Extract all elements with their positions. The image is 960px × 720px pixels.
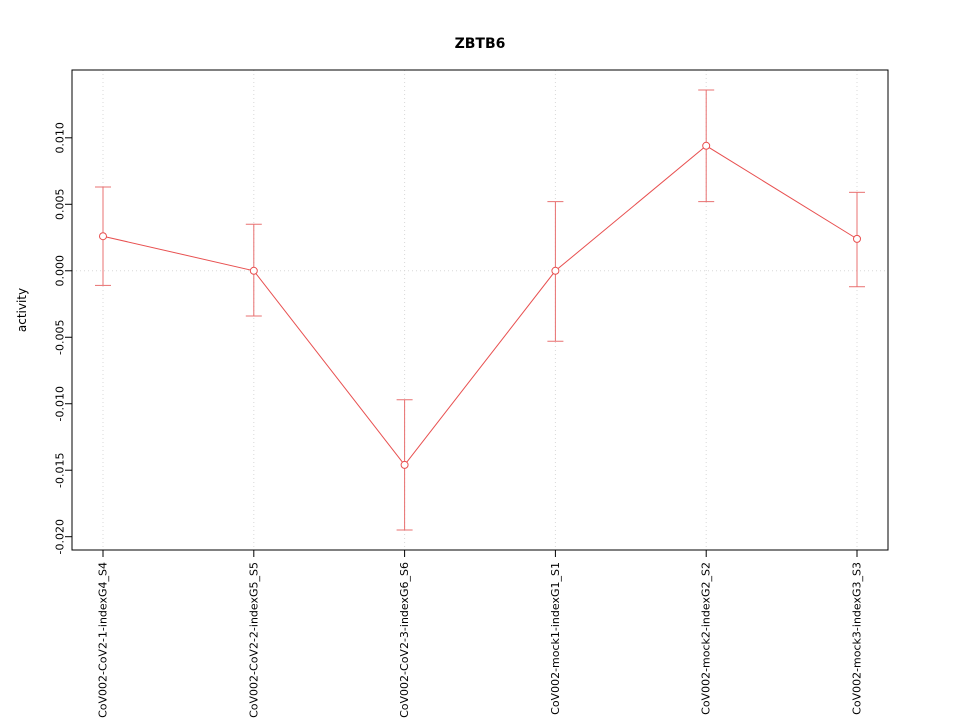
svg-text:0.010: 0.010 [54, 122, 67, 154]
svg-text:CoV002-mock3-indexG3_S3: CoV002-mock3-indexG3_S3 [851, 562, 864, 715]
svg-text:CoV002-mock2-indexG2_S2: CoV002-mock2-indexG2_S2 [700, 562, 713, 715]
svg-text:0.005: 0.005 [54, 189, 67, 221]
svg-text:-0.015: -0.015 [54, 452, 67, 487]
svg-text:CoV002-mock1-indexG1_S1: CoV002-mock1-indexG1_S1 [549, 562, 562, 715]
svg-text:-0.020: -0.020 [54, 519, 67, 554]
svg-text:0.000: 0.000 [54, 255, 67, 287]
svg-text:CoV002-CoV2-3-indexG6_S6: CoV002-CoV2-3-indexG6_S6 [398, 562, 411, 718]
svg-text:-0.010: -0.010 [54, 386, 67, 421]
svg-text:CoV002-CoV2-1-indexG4_S4: CoV002-CoV2-1-indexG4_S4 [97, 562, 110, 718]
svg-text:-0.005: -0.005 [54, 320, 67, 355]
chart-title: ZBTB6 [454, 36, 506, 52]
svg-text:CoV002-CoV2-2-indexG5_S5: CoV002-CoV2-2-indexG5_S5 [247, 562, 260, 718]
